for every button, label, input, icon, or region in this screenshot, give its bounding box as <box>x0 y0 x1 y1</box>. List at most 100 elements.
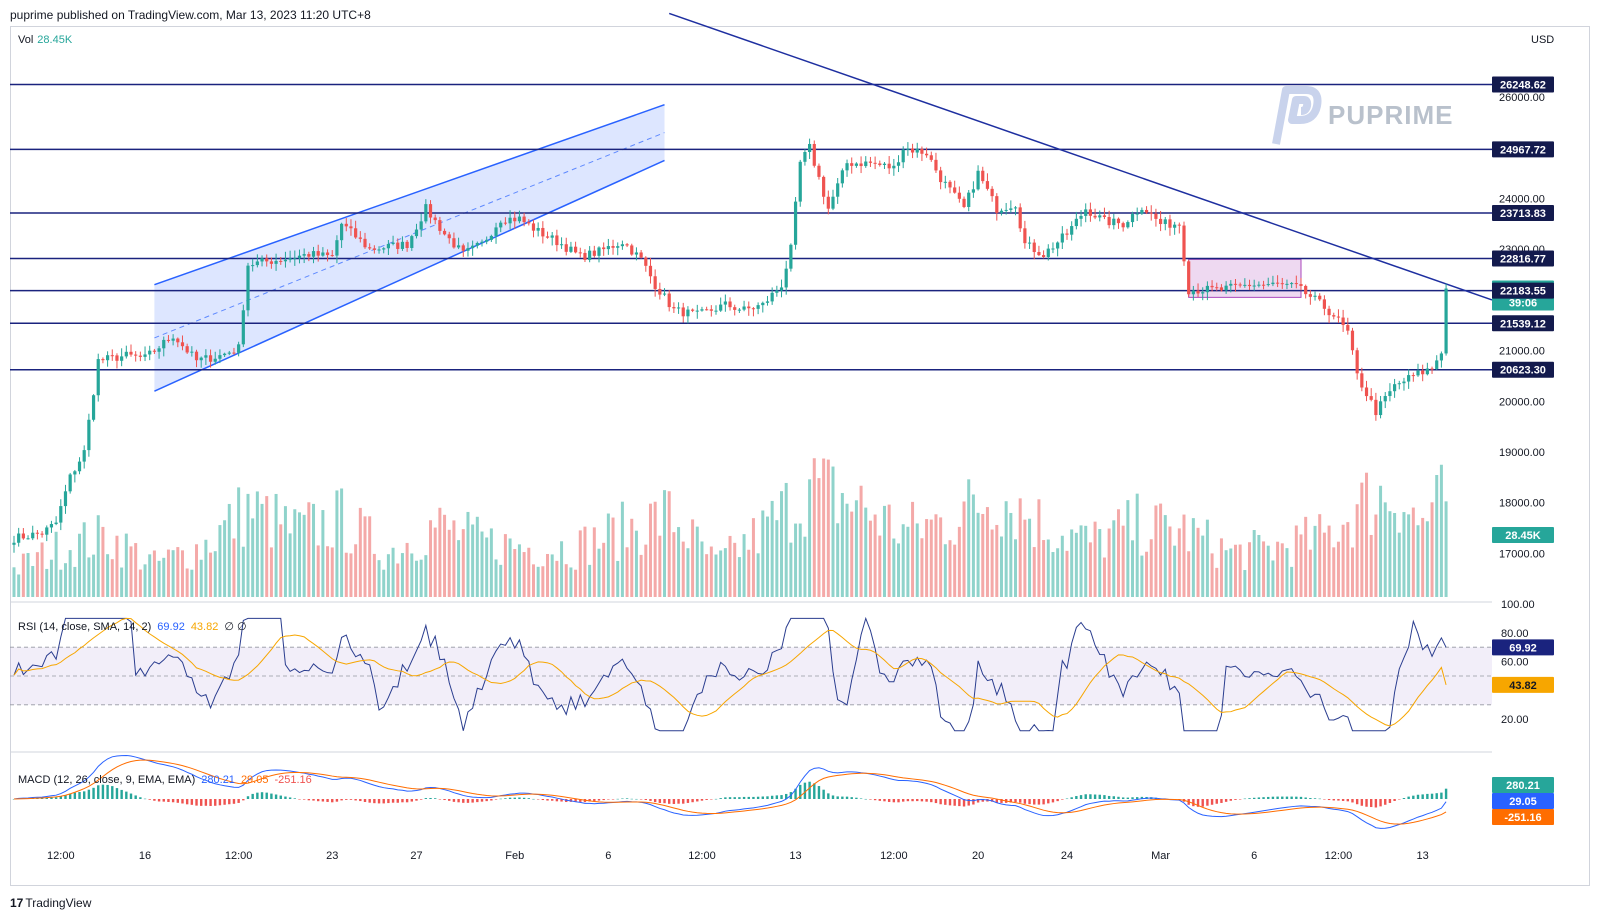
macd-histogram-bar <box>111 786 114 799</box>
volume-bar <box>705 554 709 597</box>
volume-bar <box>681 541 685 597</box>
volume-bar <box>115 535 119 597</box>
volume-bar <box>157 560 161 597</box>
volume-bar <box>414 560 418 597</box>
macd-histogram-bar <box>527 798 530 799</box>
candle-body <box>485 239 489 242</box>
macd-histogram-bar <box>307 799 311 801</box>
volume-bar <box>620 501 624 597</box>
candle-body <box>59 506 63 523</box>
volume-bar <box>209 552 213 597</box>
macd-histogram-bar <box>1248 798 1251 799</box>
macd-histogram-bar <box>438 799 442 800</box>
candle-body <box>630 245 634 255</box>
volume-bar <box>302 514 306 597</box>
candle-body <box>1299 284 1303 286</box>
macd-histogram-bar <box>944 799 947 805</box>
candle-body <box>1318 295 1322 300</box>
macd-histogram-bar <box>593 799 596 802</box>
volume-bar <box>382 569 386 597</box>
macd-histogram-bar <box>1351 799 1354 803</box>
macd-histogram-bar <box>176 799 179 803</box>
volume-bar <box>372 553 376 597</box>
volume-bar <box>677 527 681 597</box>
macd-histogram-bar <box>883 799 886 802</box>
volume-bar <box>1318 514 1322 597</box>
candle-body <box>1210 285 1214 288</box>
chart-frame <box>10 26 1590 886</box>
macd-histogram-bar <box>373 799 376 804</box>
volume-badge: 28.45K <box>1505 530 1541 542</box>
volume-bar <box>957 526 961 597</box>
candle-body <box>1116 218 1121 224</box>
volume-bar <box>836 523 840 597</box>
volume-bar <box>82 522 86 597</box>
candle-body <box>442 230 447 235</box>
candle-body <box>386 243 390 249</box>
candle-body <box>344 223 348 227</box>
macd-histogram-bar <box>83 791 86 799</box>
candle-body <box>765 301 770 303</box>
candle-body <box>985 181 990 189</box>
volume-bar <box>602 542 606 597</box>
macd-histogram-bar <box>457 799 460 803</box>
volume-bar <box>915 523 919 597</box>
macd-histogram-bar <box>1070 797 1073 799</box>
macd-histogram-bar <box>1061 799 1064 800</box>
volume-bar <box>265 496 269 597</box>
volume-bar <box>887 504 891 597</box>
candle-body <box>475 242 479 246</box>
macd-histogram-bar <box>415 799 418 801</box>
volume-bar <box>906 526 910 597</box>
macd-histogram-bar <box>1019 799 1022 803</box>
candle-body <box>611 246 615 248</box>
volume-bar <box>878 535 882 597</box>
candle-body <box>447 234 451 239</box>
candle-body <box>1308 294 1312 297</box>
macd-value-badge: 280.21 <box>1506 780 1540 792</box>
macd-histogram-bar <box>948 799 952 806</box>
macd-histogram-bar <box>228 799 231 805</box>
candle-body <box>831 196 835 209</box>
volume-bar <box>1332 547 1336 597</box>
candle-body <box>812 143 816 166</box>
volume-bar <box>471 524 475 597</box>
volume-bar <box>990 529 994 597</box>
candle-body <box>428 204 433 218</box>
candle-body <box>681 307 685 317</box>
macd-histogram-bar <box>251 793 254 799</box>
candle-body <box>1247 284 1252 287</box>
macd-histogram-bar <box>770 795 774 799</box>
volume-bar <box>1233 544 1237 597</box>
macd-histogram-bar <box>1131 797 1134 799</box>
volume-bar <box>1435 475 1439 597</box>
macd-histogram-bar <box>218 799 222 806</box>
candle-body <box>981 170 985 182</box>
macd-histogram-bar <box>190 799 194 805</box>
volume-bar <box>541 566 545 597</box>
candle-body <box>87 419 91 451</box>
macd-histogram-bar <box>541 799 545 801</box>
x-tick-label: 23 <box>326 850 338 862</box>
candle-body <box>1009 208 1013 210</box>
volume-bar <box>1116 509 1120 597</box>
rsi-band <box>10 647 1492 705</box>
candle-body <box>648 265 653 277</box>
candle-body <box>822 176 826 197</box>
volume-bar <box>78 533 82 597</box>
candle-body <box>1205 285 1209 293</box>
volume-bar <box>1135 493 1139 597</box>
watermark-text: PUPRIME <box>1328 100 1454 130</box>
candle-body <box>1355 350 1359 374</box>
candle-body <box>1084 209 1088 216</box>
candle-body <box>1304 285 1308 295</box>
candle-body <box>157 348 161 352</box>
candle-body <box>616 246 620 248</box>
tradingview-brand[interactable]: 17 TradingView <box>10 896 91 910</box>
macd-histogram-bar <box>747 796 750 799</box>
volume-bar <box>1383 502 1387 597</box>
macd-histogram-bar <box>635 798 638 800</box>
candle-body <box>31 532 35 539</box>
macd-histogram-bar <box>499 798 502 800</box>
